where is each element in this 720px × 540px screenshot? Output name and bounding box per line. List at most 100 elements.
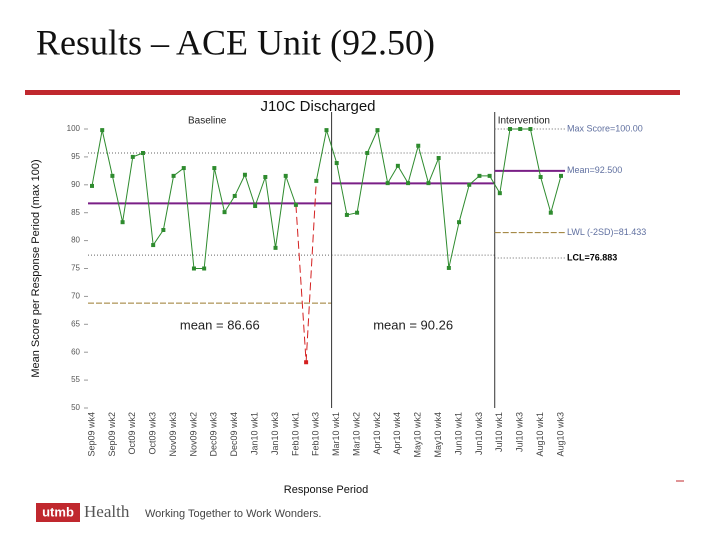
x-tick-label: Dec09 wk3 [209, 412, 219, 457]
point [232, 193, 237, 198]
phase-label: Intervention [498, 116, 550, 127]
limit-label: Max Score=100.00 [567, 123, 643, 133]
slide-title: Results – ACE Unit (92.50) [36, 22, 435, 62]
y-tick-label: 50 [71, 403, 80, 412]
point [467, 182, 472, 187]
y-tick-label: 75 [71, 264, 80, 273]
x-tick-label: Feb10 wk1 [290, 412, 300, 456]
chart-title: J10C Discharged [260, 98, 375, 115]
mean-label: mean = 90.26 [373, 317, 453, 332]
x-tick-label: May10 wk2 [413, 412, 423, 458]
line-segment [213, 167, 226, 213]
y-tick-label: 100 [67, 124, 81, 133]
line-segment [101, 130, 113, 176]
y-axis-label: Mean Score per Response Period (max 100) [30, 159, 42, 377]
line-segment [305, 180, 317, 363]
line-segment [122, 156, 134, 223]
point [518, 127, 523, 131]
y-tick-label: 60 [71, 347, 80, 356]
y-tick-label: 95 [71, 152, 80, 161]
point [334, 161, 339, 166]
x-tick-label: Nov09 wk2 [188, 412, 198, 457]
x-tick-label: Apr10 wk2 [372, 412, 382, 455]
x-tick-label: Jul10 wk1 [494, 412, 504, 452]
line-segment [183, 168, 195, 269]
x-tick-label: Oct09 wk2 [127, 412, 137, 455]
line-segment [397, 165, 409, 184]
point [508, 127, 513, 131]
phase-label: Baseline [188, 116, 227, 127]
x-tick-label: Dec09 wk4 [229, 412, 239, 457]
y-tick-label: 90 [71, 180, 80, 189]
chart: J10C Discharged Mean Score per Response P… [30, 98, 646, 496]
line-segment [427, 157, 440, 184]
point [151, 243, 156, 248]
point [406, 181, 411, 186]
point [344, 212, 349, 217]
point [375, 128, 380, 133]
x-tick-label: May10 wk4 [433, 412, 443, 458]
point [395, 163, 400, 168]
point [548, 210, 553, 215]
line-segment [234, 174, 246, 197]
line-segment [254, 176, 266, 207]
point [263, 174, 268, 179]
line-segment [540, 176, 552, 213]
point [120, 220, 125, 225]
line-segment [264, 176, 277, 248]
point [426, 181, 431, 186]
line-segment [275, 175, 287, 248]
point [324, 128, 329, 133]
line-segment [91, 130, 103, 187]
point [253, 204, 258, 209]
point [416, 143, 421, 148]
line-segment [387, 165, 399, 184]
line-segment [244, 174, 256, 207]
point [314, 178, 319, 183]
limit-label: LCL=76.883 [567, 252, 617, 262]
limit-label: Mean=92.500 [567, 165, 622, 175]
x-tick-label: Oct09 wk3 [148, 412, 158, 455]
logo-text: Health [84, 502, 130, 521]
point [202, 266, 207, 271]
y-tick-label: 55 [71, 375, 80, 384]
point [365, 150, 370, 155]
tagline: Working Together to Work Wonders. [145, 508, 322, 520]
line-segment [315, 130, 327, 181]
x-tick-label: Aug10 wk3 [555, 412, 565, 457]
line-segment [529, 128, 542, 178]
y-tick-label: 70 [71, 292, 80, 301]
point [304, 360, 309, 365]
point [242, 172, 247, 177]
point [528, 127, 533, 131]
point [181, 166, 186, 171]
x-tick-label: Apr10 wk4 [392, 412, 402, 455]
x-tick-label: Jan10 wk3 [270, 412, 280, 455]
point [130, 154, 135, 159]
point [446, 265, 451, 270]
point [110, 173, 115, 178]
point [457, 220, 462, 225]
line-segment [356, 152, 368, 213]
limit-label: LWL (-2SD)=81.433 [567, 227, 646, 237]
x-axis-label: Response Period [284, 484, 368, 496]
x-tick-label: Jun10 wk3 [474, 412, 484, 455]
x-tick-label: Sep09 wk2 [107, 412, 117, 457]
point [100, 128, 105, 133]
line-segment [111, 175, 124, 223]
point [355, 210, 360, 215]
y-tick-label: 85 [71, 208, 80, 217]
line-segment [407, 145, 419, 184]
x-tick-label: Jun10 wk1 [453, 412, 463, 455]
logo-box [36, 503, 80, 522]
line-segment [489, 175, 501, 194]
line-segment [376, 130, 389, 184]
logo: utmb [42, 504, 74, 519]
point [161, 227, 166, 232]
line-segment [366, 129, 378, 154]
point [171, 173, 176, 178]
line-segment [224, 195, 236, 213]
x-tick-label: Mar10 wk1 [331, 412, 341, 456]
line-segment [448, 222, 460, 269]
